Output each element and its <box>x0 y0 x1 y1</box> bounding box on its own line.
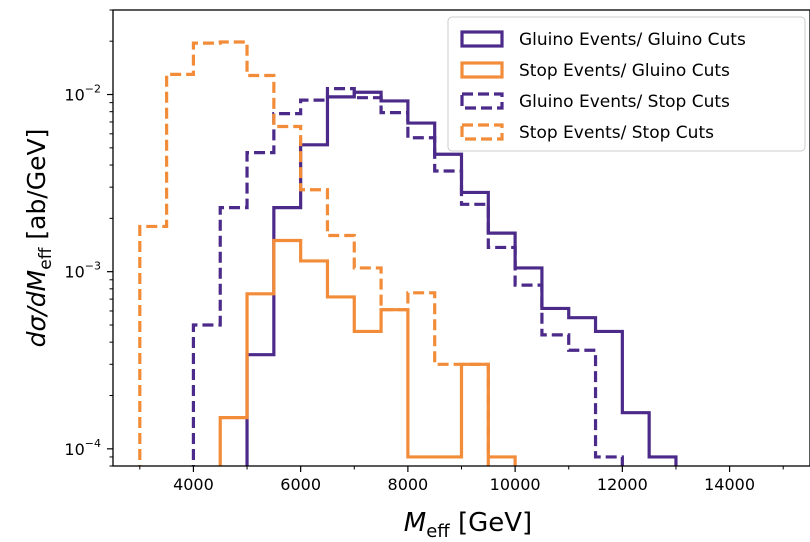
x-axis-label-main: M <box>404 508 426 538</box>
y-tick-label: 10−4 <box>64 437 101 459</box>
x-tick-label: 10000 <box>490 475 541 494</box>
legend-swatch <box>460 61 504 79</box>
legend-item: Stop Events/ Stop Cuts <box>460 123 714 143</box>
y-axis-label-unit: [ab/GeV] <box>22 129 51 248</box>
y-axis-label: dσ/dMeff [ab/GeV] <box>22 129 56 348</box>
x-axis-label-sub: eff <box>426 521 450 542</box>
legend-label: Gluino Events/ Gluino Cuts <box>519 30 746 50</box>
x-tick-label: 12000 <box>597 475 648 494</box>
x-axis-label-unit: [GeV] <box>450 508 532 538</box>
y-tick-label: 10−3 <box>64 260 101 282</box>
x-tick-label: 6000 <box>280 475 321 494</box>
series-2 <box>218 238 517 466</box>
legend-label: Stop Events/ Stop Cuts <box>519 123 714 143</box>
series-4 <box>138 40 490 466</box>
series-3 <box>191 87 624 466</box>
y-axis-label-main: dσ/dM <box>22 270 51 348</box>
legend-label: Gluino Events/ Stop Cuts <box>519 92 730 112</box>
y-axis-label-sub: eff <box>36 246 56 269</box>
legend-label: Stop Events/ Gluino Cuts <box>519 61 730 81</box>
series-line <box>191 87 624 466</box>
x-tick-label: 14000 <box>704 475 755 494</box>
series-line <box>218 238 517 466</box>
legend-swatch <box>460 92 504 110</box>
series-line <box>138 40 490 466</box>
x-tick-label: 4000 <box>173 475 214 494</box>
x-axis-label: Meff [GeV] <box>404 508 532 542</box>
legend-item: Stop Events/ Gluino Cuts <box>460 61 730 81</box>
legend-swatch <box>460 123 504 141</box>
tick-layer: 4000 6000 8000 10000 12000 14000 10−4 10−3 10−2 <box>64 9 784 494</box>
legend-swatch <box>460 30 504 48</box>
legend-item: Gluino Events/ Gluino Cuts <box>460 30 746 50</box>
y-tick-label: 10−2 <box>64 83 101 105</box>
legend: Gluino Events/ Gluino Cuts Stop Events/ G… <box>447 16 806 152</box>
legend-item: Gluino Events/ Stop Cuts <box>460 92 730 112</box>
x-tick-label: 8000 <box>388 475 429 494</box>
legend-frame <box>447 16 806 152</box>
series-layer <box>138 40 678 466</box>
